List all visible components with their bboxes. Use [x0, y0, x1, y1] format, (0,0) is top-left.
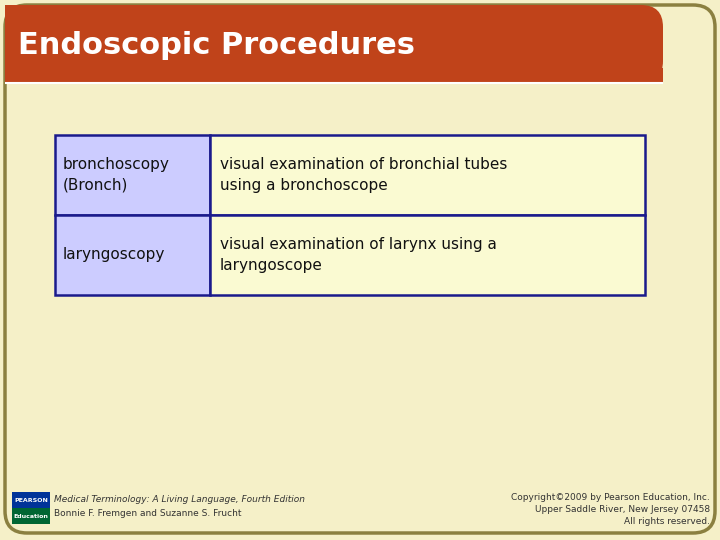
Text: Endoscopic Procedures: Endoscopic Procedures: [18, 31, 415, 60]
FancyBboxPatch shape: [5, 5, 663, 83]
Text: All rights reserved.: All rights reserved.: [624, 516, 710, 525]
Bar: [55, 135, 210, 215]
Text: Education: Education: [14, 514, 48, 518]
Bar: [210, 215, 645, 295]
Text: bronchoscopy
(Bronch): bronchoscopy (Bronch): [63, 157, 170, 193]
Bar: [12, 508, 50, 524]
Text: Upper Saddle River, New Jersey 07458: Upper Saddle River, New Jersey 07458: [535, 504, 710, 514]
Bar: [5, 5, 641, 83]
Text: visual examination of bronchial tubes
using a bronchoscope: visual examination of bronchial tubes us…: [220, 157, 508, 193]
Text: Bonnie F. Fremgen and Suzanne S. Frucht: Bonnie F. Fremgen and Suzanne S. Frucht: [54, 510, 241, 518]
FancyBboxPatch shape: [5, 5, 715, 533]
Text: visual examination of larynx using a
laryngoscope: visual examination of larynx using a lar…: [220, 237, 497, 273]
Text: Medical Terminology: A Living Language, Fourth Edition: Medical Terminology: A Living Language, …: [54, 495, 305, 503]
Bar: [55, 215, 210, 295]
Text: laryngoscopy: laryngoscopy: [63, 247, 166, 262]
Bar: [5, 68, 663, 83]
Bar: [210, 135, 645, 215]
Text: Copyright©2009 by Pearson Education, Inc.: Copyright©2009 by Pearson Education, Inc…: [511, 492, 710, 502]
Bar: [12, 492, 50, 508]
Text: PEARSON: PEARSON: [14, 497, 48, 503]
